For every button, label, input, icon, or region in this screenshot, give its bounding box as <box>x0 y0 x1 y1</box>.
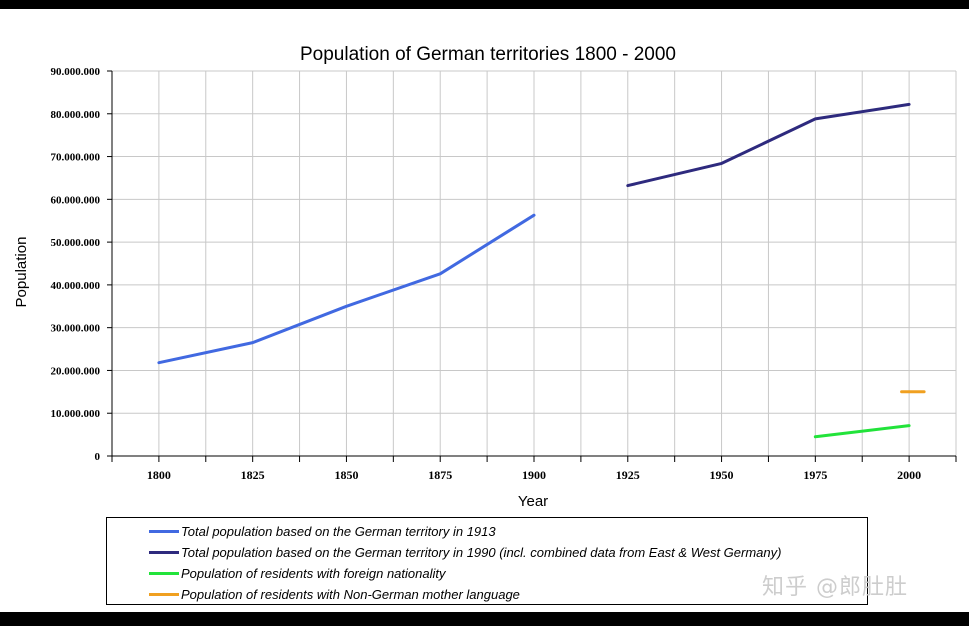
y-tick-label: 30.000.000 <box>51 323 101 335</box>
legend-label: Population of residents with Non-German … <box>181 587 520 602</box>
y-tick-label: 20.000.000 <box>51 365 101 377</box>
chart: Population of German territories 1800 - … <box>13 44 957 509</box>
y-tick-label: 80.000.000 <box>51 109 101 121</box>
y-tick-labels: 0 10.000.000 20.000.000 30.000.000 40.000.00… <box>51 66 101 463</box>
legend-swatch <box>149 572 179 575</box>
legend-swatch <box>149 593 179 596</box>
series-line-1 <box>157 213 536 365</box>
series-line-2 <box>626 102 911 188</box>
legend-item: Population of residents with Non-German … <box>107 584 867 605</box>
legend-label: Population of residents with foreign nat… <box>181 566 446 581</box>
legend-item: Total population based on the German ter… <box>107 521 867 542</box>
x-tick-label: 2000 <box>897 468 921 482</box>
legend-label: Total population based on the German ter… <box>181 545 782 560</box>
legend-label: Total population based on the German ter… <box>181 524 496 539</box>
series-line-3 <box>813 424 911 439</box>
x-tick-label: 1925 <box>616 468 640 482</box>
y-tick-label: 10.000.000 <box>51 408 101 420</box>
y-tick-label: 90.000.000 <box>51 66 101 78</box>
legend-item: Population of residents with foreign nat… <box>107 563 867 584</box>
x-axis-label: Year <box>518 493 548 509</box>
legend-swatch <box>149 530 179 533</box>
x-tick-label: 1975 <box>803 468 827 482</box>
y-tick-label: 0 <box>95 451 101 463</box>
y-tick-label: 50.000.000 <box>51 237 101 249</box>
x-tick-label: 1800 <box>147 468 171 482</box>
grid <box>112 70 957 456</box>
x-tick-label: 1900 <box>522 468 546 482</box>
x-tick-label: 1950 <box>710 468 734 482</box>
x-tick-label: 1850 <box>334 468 358 482</box>
chart-frame: Population of German territories 1800 - … <box>0 9 969 612</box>
legend-item: Total population based on the German ter… <box>107 542 867 563</box>
y-tick-label: 40.000.000 <box>51 280 101 292</box>
legend: Total population based on the German ter… <box>106 517 868 605</box>
y-tick-label: 60.000.000 <box>51 194 101 206</box>
chart-title: Population of German territories 1800 - … <box>300 44 676 65</box>
y-axis-label: Population <box>13 237 30 308</box>
axes <box>107 70 957 462</box>
series-lines <box>157 102 926 439</box>
x-tick-labels: 1800 1825 1850 1875 1900 1925 1950 1975 2000 <box>147 468 921 482</box>
y-tick-label: 70.000.000 <box>51 152 101 164</box>
x-tick-label: 1825 <box>241 468 265 482</box>
watermark: 知乎 @郎肚肚 <box>762 575 908 600</box>
legend-swatch <box>149 551 179 554</box>
x-tick-label: 1875 <box>428 468 452 482</box>
